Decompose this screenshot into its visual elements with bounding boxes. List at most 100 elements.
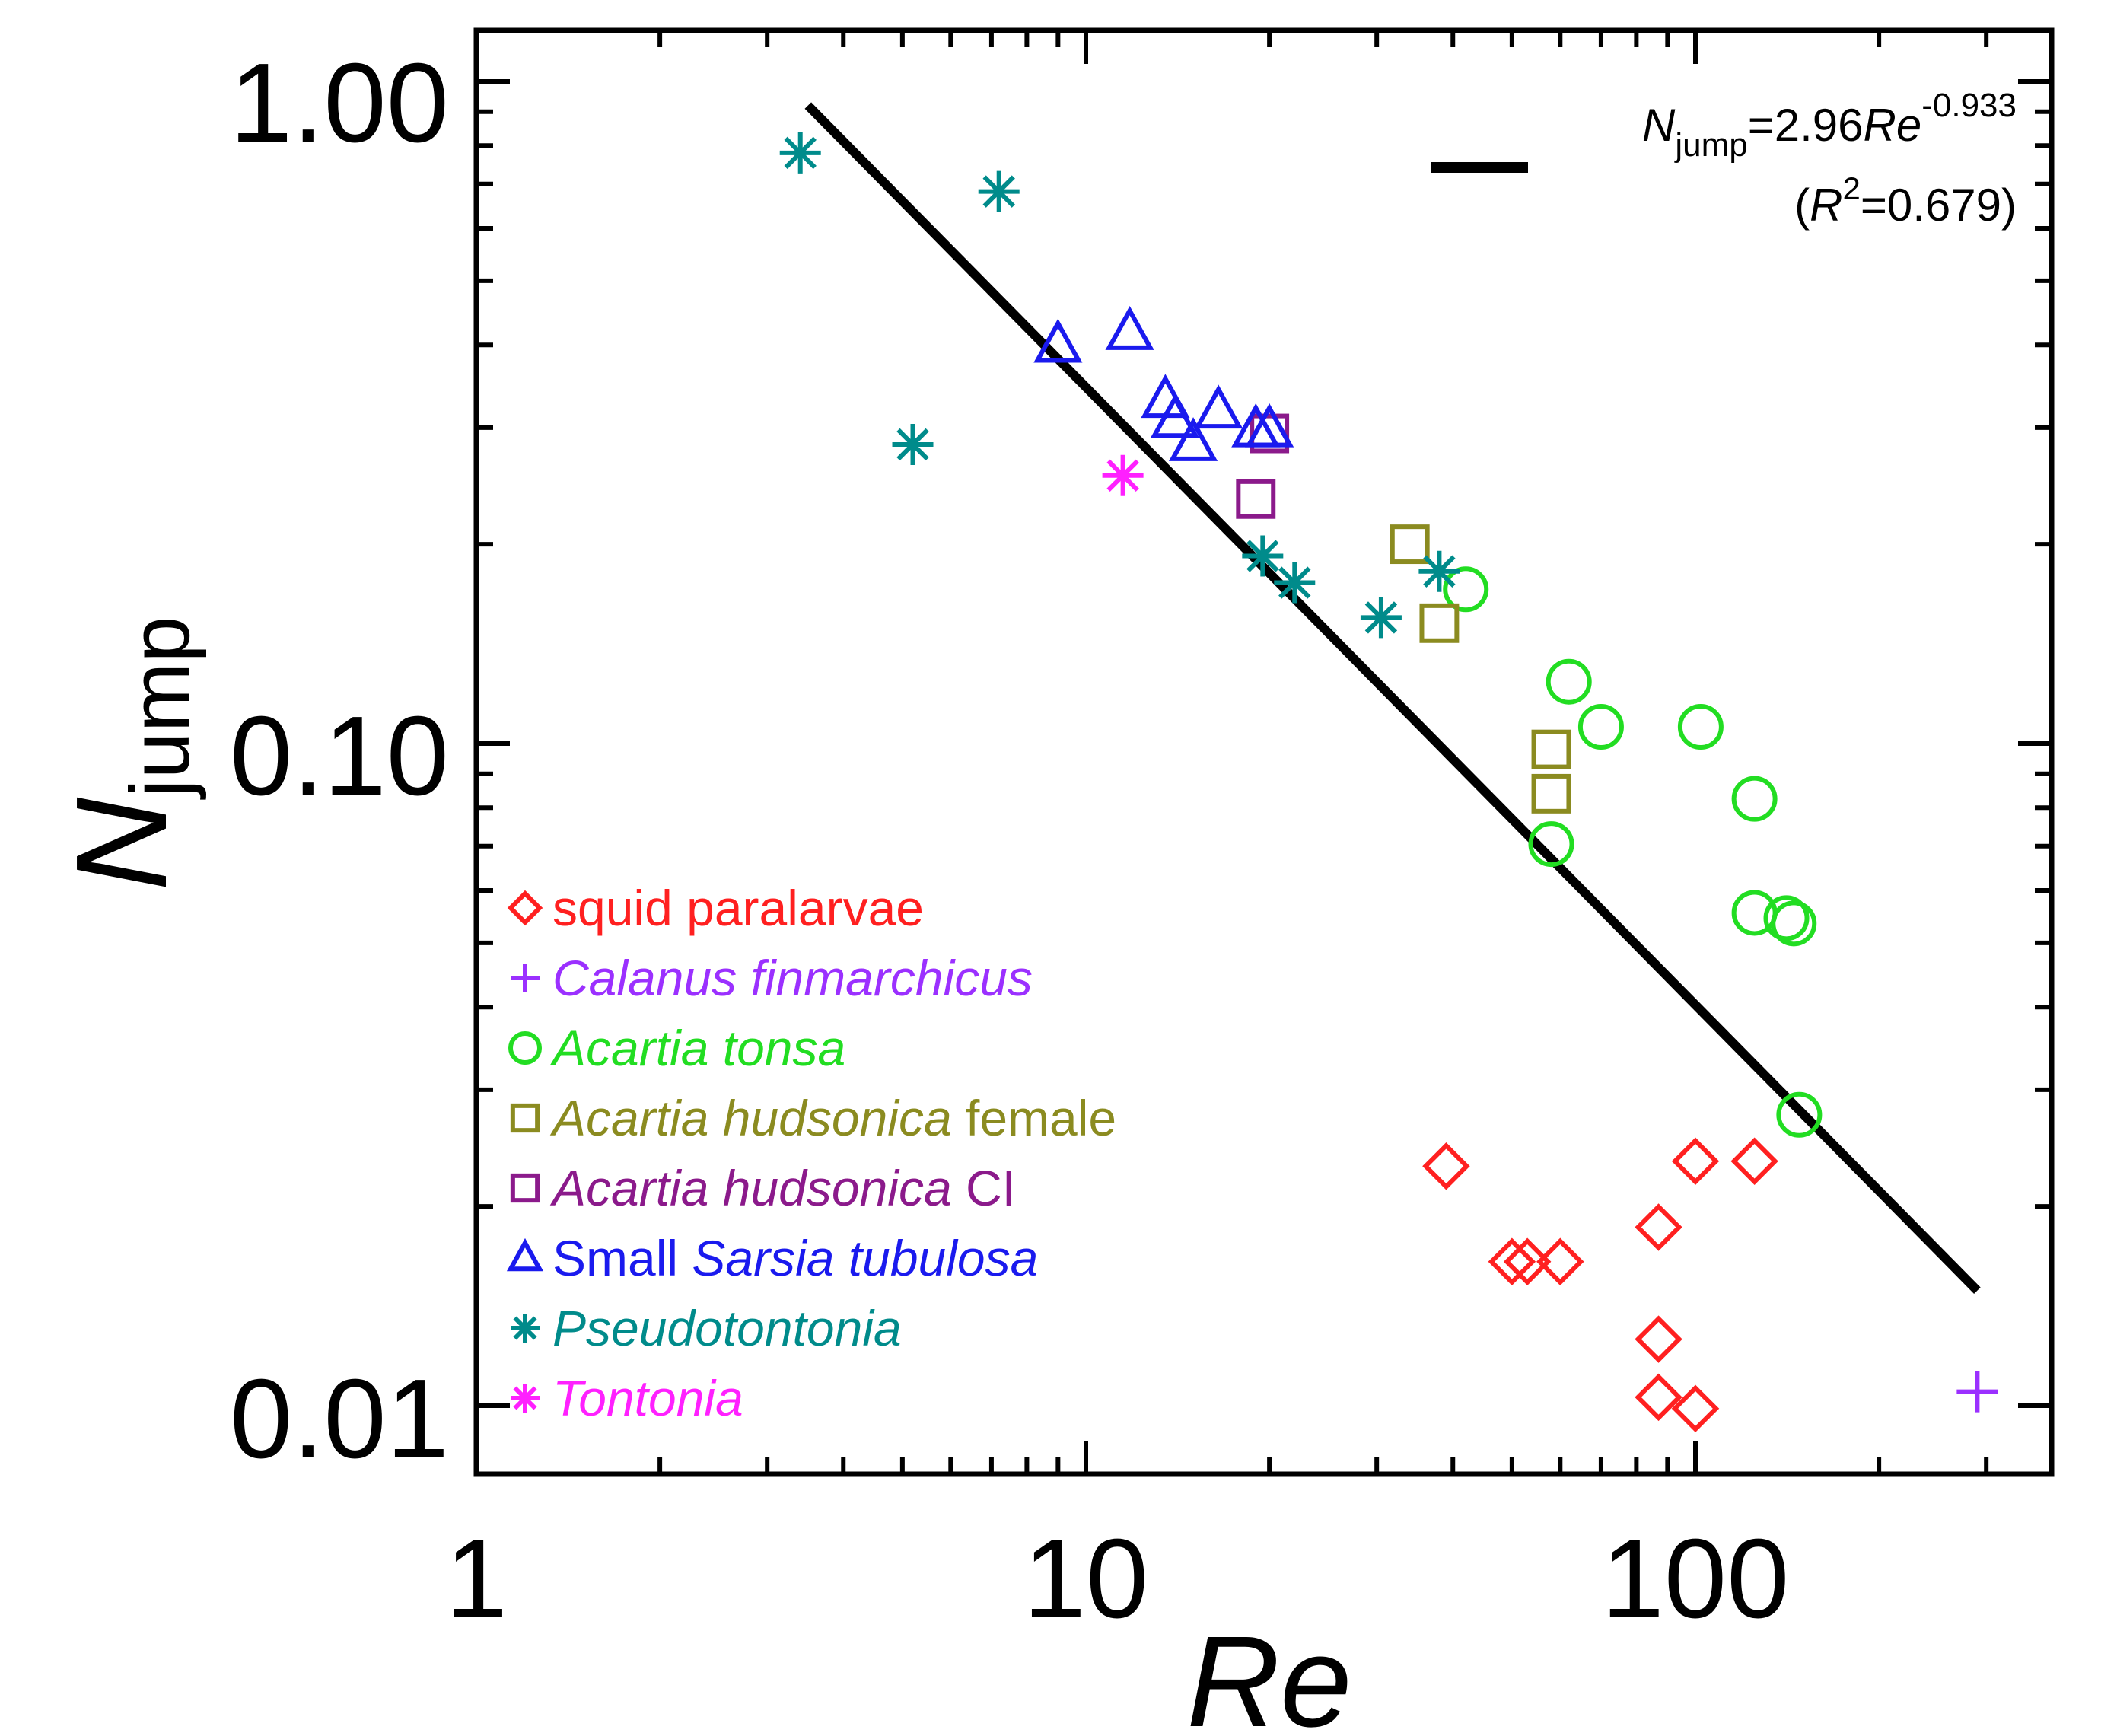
- series-5: [1033, 306, 1294, 461]
- legend-label: Small Sarsia tubulosa: [552, 1230, 1038, 1286]
- series-2: [1443, 566, 1823, 1138]
- data-point: [978, 170, 1020, 212]
- fit-eq-exp: -0.933: [1921, 87, 2017, 124]
- fit-eq-mid: =2.96: [1748, 100, 1864, 151]
- data-point: [1168, 417, 1218, 461]
- x-tick-label-100: 100: [1602, 1516, 1790, 1642]
- data-point: [1443, 566, 1489, 613]
- data-point-stroke: [896, 428, 929, 461]
- data-points-layer: [779, 132, 1998, 1433]
- legend-label-part: CI: [952, 1160, 1016, 1216]
- data-point: [1102, 454, 1144, 496]
- legend-item: Tontonia: [511, 1370, 743, 1426]
- data-point: [1503, 1237, 1552, 1286]
- data-point: [1956, 1371, 1998, 1413]
- y-tick-label-0.1: 0.10: [230, 693, 449, 819]
- legend-label-part: Sarsia tubulosa: [692, 1230, 1038, 1286]
- data-point: [1536, 1237, 1584, 1286]
- legend-label-part: Acartia hudsonica: [549, 1160, 952, 1216]
- legend-label: Calanus finmarchicus: [552, 950, 1033, 1006]
- data-point: [1390, 524, 1430, 565]
- data-point: [779, 132, 821, 174]
- legend-label-part: Pseudotontonia: [552, 1300, 902, 1356]
- legend-marker: [506, 1237, 544, 1272]
- fit-eq-re: Re: [1864, 100, 1922, 151]
- fit-line-layer: [804, 102, 1981, 1294]
- legend-label-part: female: [952, 1090, 1116, 1146]
- legend-label-part: Acartia hudsonica: [549, 1090, 952, 1146]
- x-tick-label-1: 1: [445, 1516, 508, 1642]
- axis-ticks: [474, 30, 2052, 1474]
- legend-label-part: Tontonia: [552, 1370, 743, 1426]
- legend-item: Acartia hudsonica female: [510, 1090, 1116, 1146]
- data-point: [1671, 1384, 1720, 1433]
- legend-marker: [510, 1173, 540, 1203]
- series-3: [1390, 524, 1571, 814]
- legend-label: Pseudotontonia: [552, 1300, 902, 1356]
- data-point: [1546, 658, 1592, 705]
- legend-marker: [511, 1384, 540, 1413]
- legend-item: Small Sarsia tubulosa: [506, 1230, 1038, 1286]
- legend-item: Acartia tonsa: [508, 1020, 845, 1076]
- data-point: [1274, 562, 1316, 604]
- data-point: [1422, 1142, 1470, 1190]
- data-point-stroke: [982, 175, 1015, 208]
- data-point: [1730, 1137, 1778, 1186]
- data-point-stroke: [1278, 566, 1311, 599]
- series-0: [1422, 1137, 1778, 1433]
- data-point: [1242, 535, 1284, 577]
- legend-label-part: squid paralarvae: [552, 880, 924, 936]
- data-point-stroke: [1246, 540, 1279, 572]
- x-tick-label-10: 10: [1023, 1516, 1149, 1642]
- fit-r2-open: (: [1794, 180, 1810, 231]
- legend-label-part: Small: [552, 1230, 692, 1286]
- data-point: [1635, 1373, 1682, 1422]
- data-point-stroke: [1423, 555, 1456, 588]
- data-point-stroke: [1106, 459, 1139, 492]
- y-axis-title-main: N: [49, 798, 194, 891]
- data-point: [1150, 393, 1200, 438]
- data-point-stroke: [1364, 601, 1398, 634]
- legend-marker-stroke: [513, 1316, 537, 1340]
- series-1: [1956, 1371, 1998, 1413]
- series-7: [1102, 454, 1144, 496]
- data-point: [1528, 821, 1574, 868]
- data-point: [1419, 603, 1460, 643]
- data-point: [1776, 1091, 1823, 1138]
- data-point: [1360, 597, 1402, 639]
- data-point: [1635, 1315, 1682, 1363]
- y-axis-title: Njump: [49, 616, 207, 890]
- legend-item: Acartia hudsonica CI: [510, 1160, 1016, 1216]
- fit-r2: (R2=0.679): [1794, 170, 2017, 231]
- data-point: [1245, 403, 1294, 448]
- legend-item: Pseudotontonia: [511, 1300, 902, 1356]
- fit-line: [804, 102, 1981, 1294]
- data-point: [1677, 703, 1724, 750]
- data-point-stroke: [784, 136, 817, 170]
- legend-item: Calanus finmarchicus: [511, 950, 1033, 1006]
- data-point: [1236, 479, 1276, 519]
- legend-label: Acartia hudsonica CI: [549, 1160, 1016, 1216]
- legend-label: squid paralarvae: [552, 880, 924, 936]
- fit-eq-sub: jump: [1673, 126, 1747, 164]
- data-point: [1194, 384, 1243, 429]
- fit-eq-n: N: [1642, 100, 1676, 151]
- legend-label: Acartia hudsonica female: [549, 1090, 1116, 1146]
- data-point: [892, 423, 934, 465]
- plot-frame: [473, 27, 2055, 1477]
- legend-marker: [510, 1103, 540, 1133]
- legend-marker: [508, 1031, 542, 1065]
- y-axis-title-sub: jump: [113, 616, 207, 799]
- data-point: [1033, 318, 1083, 363]
- fit-equation: Njump=2.96Re-0.933: [1642, 87, 2017, 164]
- legend-marker: [507, 890, 543, 926]
- legend-marker-stroke: [513, 1386, 537, 1410]
- data-point: [1635, 1203, 1682, 1251]
- data-point: [1531, 729, 1571, 769]
- legend-label: Tontonia: [552, 1370, 743, 1426]
- data-point: [1531, 773, 1571, 814]
- data-point: [1250, 413, 1290, 454]
- fit-r2-value: =0.679): [1861, 180, 2017, 231]
- legend-label: Acartia tonsa: [549, 1020, 845, 1076]
